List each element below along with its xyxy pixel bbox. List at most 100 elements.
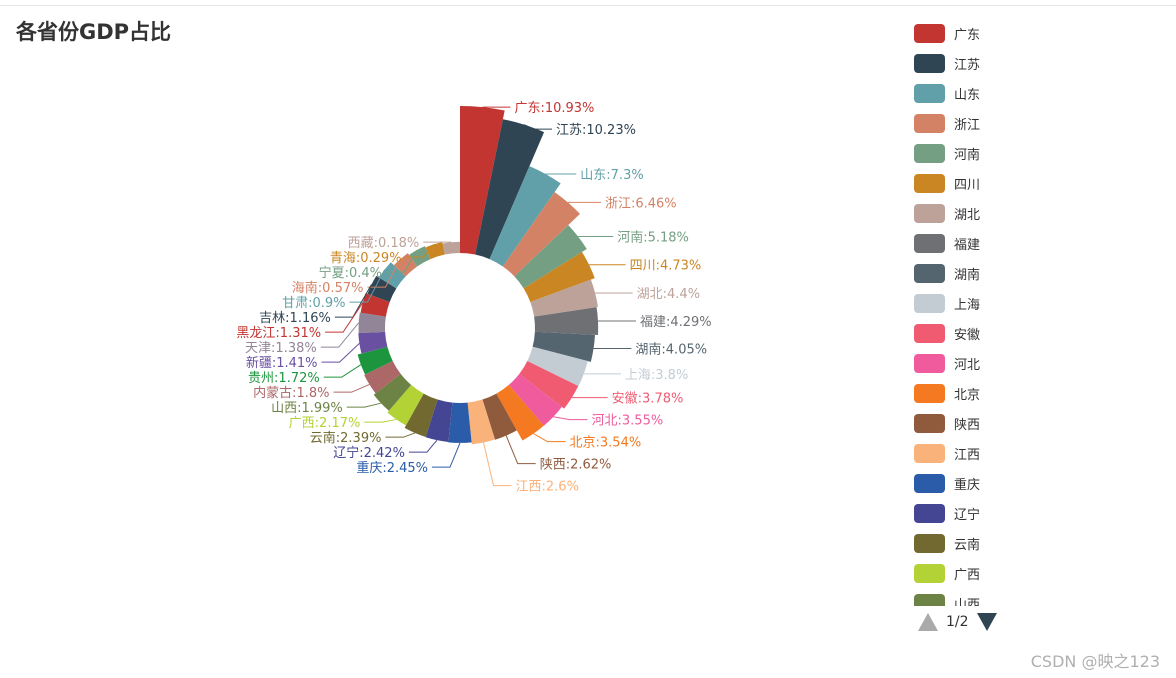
legend-item-江苏[interactable]: 江苏 <box>914 48 1084 78</box>
legend-item-湖南[interactable]: 湖南 <box>914 258 1084 288</box>
legend-item-四川[interactable]: 四川 <box>914 168 1084 198</box>
legend-swatch <box>914 23 945 43</box>
slice-广西[interactable] <box>387 384 424 426</box>
legend-item-陕西[interactable]: 陕西 <box>914 408 1084 438</box>
label-北京: 北京:3.54% <box>570 436 642 451</box>
legend-swatch <box>914 53 945 73</box>
legend-item-广东[interactable]: 广东 <box>914 18 1084 48</box>
slice-吉林[interactable] <box>367 275 397 302</box>
top-divider <box>0 5 1176 6</box>
slice-河南[interactable] <box>514 225 587 289</box>
leader-line-海南 <box>367 258 402 288</box>
label-湖北: 湖北:4.4% <box>637 287 700 302</box>
label-广东: 广东:10.93% <box>514 101 594 116</box>
legend-item-安徽[interactable]: 安徽 <box>914 318 1084 348</box>
legend-item-湖北[interactable]: 湖北 <box>914 198 1084 228</box>
legend-swatch <box>914 563 945 583</box>
slice-浙江[interactable] <box>502 192 580 277</box>
slice-陕西[interactable] <box>482 393 517 440</box>
leader-line-天津 <box>320 322 360 348</box>
label-内蒙古: 内蒙古:1.8% <box>253 385 329 401</box>
label-浙江: 浙江:6.46% <box>605 196 677 211</box>
legend-item-上海[interactable]: 上海 <box>914 288 1084 318</box>
slice-北京[interactable] <box>496 384 544 441</box>
slice-广东[interactable] <box>460 106 505 255</box>
label-河北: 河北:3.55% <box>592 414 664 429</box>
legend-swatch <box>914 443 945 463</box>
slice-山西[interactable] <box>373 373 412 411</box>
slice-辽宁[interactable] <box>425 399 453 442</box>
legend-label: 河南 <box>954 147 981 163</box>
slice-青海[interactable] <box>425 242 445 260</box>
label-宁夏: 宁夏:0.4% <box>319 265 382 281</box>
slice-安徽[interactable] <box>519 361 579 409</box>
leader-line-江苏 <box>523 124 553 130</box>
slice-河北[interactable] <box>508 373 562 426</box>
label-天津: 天津:1.38% <box>245 341 317 356</box>
legend-item-山西[interactable]: 山西 <box>914 588 1084 606</box>
slice-云南[interactable] <box>404 393 438 437</box>
slice-湖北[interactable] <box>530 279 598 317</box>
triangle-up-icon[interactable] <box>918 613 938 631</box>
label-青海: 青海:0.29% <box>330 251 402 266</box>
legend-label: 四川 <box>954 177 981 193</box>
legend-swatch <box>914 413 945 433</box>
leader-line-辽宁 <box>408 439 438 453</box>
slice-四川[interactable] <box>523 251 595 302</box>
slice-山东[interactable] <box>489 166 561 267</box>
watermark: CSDN @映之123 <box>1030 652 1160 671</box>
label-广西: 广西:2.17% <box>289 416 361 431</box>
slices-group <box>357 106 599 445</box>
slice-内蒙古[interactable] <box>364 361 401 394</box>
legend-item-浙江[interactable]: 浙江 <box>914 108 1084 138</box>
label-陕西: 陕西:2.62% <box>540 458 612 473</box>
legend-item-云南[interactable]: 云南 <box>914 528 1084 558</box>
legend-item-河南[interactable]: 河南 <box>914 138 1084 168</box>
legend-swatch <box>914 353 945 373</box>
leader-line-江西 <box>483 442 512 487</box>
slice-重庆[interactable] <box>448 402 472 443</box>
legend-pager: 1/2 <box>918 613 997 631</box>
legend-swatch <box>914 173 945 193</box>
slice-上海[interactable] <box>527 346 588 387</box>
legend-item-江西[interactable]: 江西 <box>914 438 1084 468</box>
label-云南: 云南:2.39% <box>310 430 382 446</box>
slice-贵州[interactable] <box>357 346 393 375</box>
legend-label: 江西 <box>954 447 981 463</box>
legend-label: 湖南 <box>954 267 981 283</box>
label-湖南: 湖南:4.05% <box>635 341 707 357</box>
legend-label: 云南 <box>954 537 981 553</box>
slice-宁夏[interactable] <box>409 246 431 267</box>
legend-label: 广西 <box>954 567 981 583</box>
pager-text: 1/2 <box>946 614 969 630</box>
legend-item-重庆[interactable]: 重庆 <box>914 468 1084 498</box>
legend-item-辽宁[interactable]: 辽宁 <box>914 498 1084 528</box>
leader-line-广西 <box>364 418 397 423</box>
label-甘肃: 甘肃:0.9% <box>282 296 345 311</box>
triangle-down-icon[interactable] <box>976 613 997 631</box>
slice-江西[interactable] <box>467 399 495 445</box>
slice-黑龙江[interactable] <box>360 293 390 317</box>
leader-line-河北 <box>553 416 588 421</box>
legend-label: 辽宁 <box>954 507 981 523</box>
legend-swatch <box>914 383 945 403</box>
slice-江苏[interactable] <box>475 119 545 260</box>
slice-新疆[interactable] <box>358 331 388 354</box>
label-吉林: 吉林:1.16% <box>259 311 331 326</box>
slice-湖南[interactable] <box>532 331 595 362</box>
slice-西藏[interactable] <box>442 241 460 255</box>
legend-item-北京[interactable]: 北京 <box>914 378 1084 408</box>
legend-label: 山东 <box>954 87 981 103</box>
legend-item-河北[interactable]: 河北 <box>914 348 1084 378</box>
label-安徽: 安徽:3.78% <box>612 392 684 407</box>
slice-天津[interactable] <box>358 312 386 334</box>
leader-line-内蒙古 <box>333 383 370 393</box>
slice-福建[interactable] <box>534 307 599 335</box>
legend-item-山东[interactable]: 山东 <box>914 78 1084 108</box>
legend-label: 安徽 <box>954 327 981 343</box>
legend-item-广西[interactable]: 广西 <box>914 558 1084 588</box>
legend-swatch <box>914 593 945 606</box>
legend-item-福建[interactable]: 福建 <box>914 228 1084 258</box>
legend-swatch <box>914 323 945 343</box>
legend-label: 上海 <box>954 297 981 313</box>
